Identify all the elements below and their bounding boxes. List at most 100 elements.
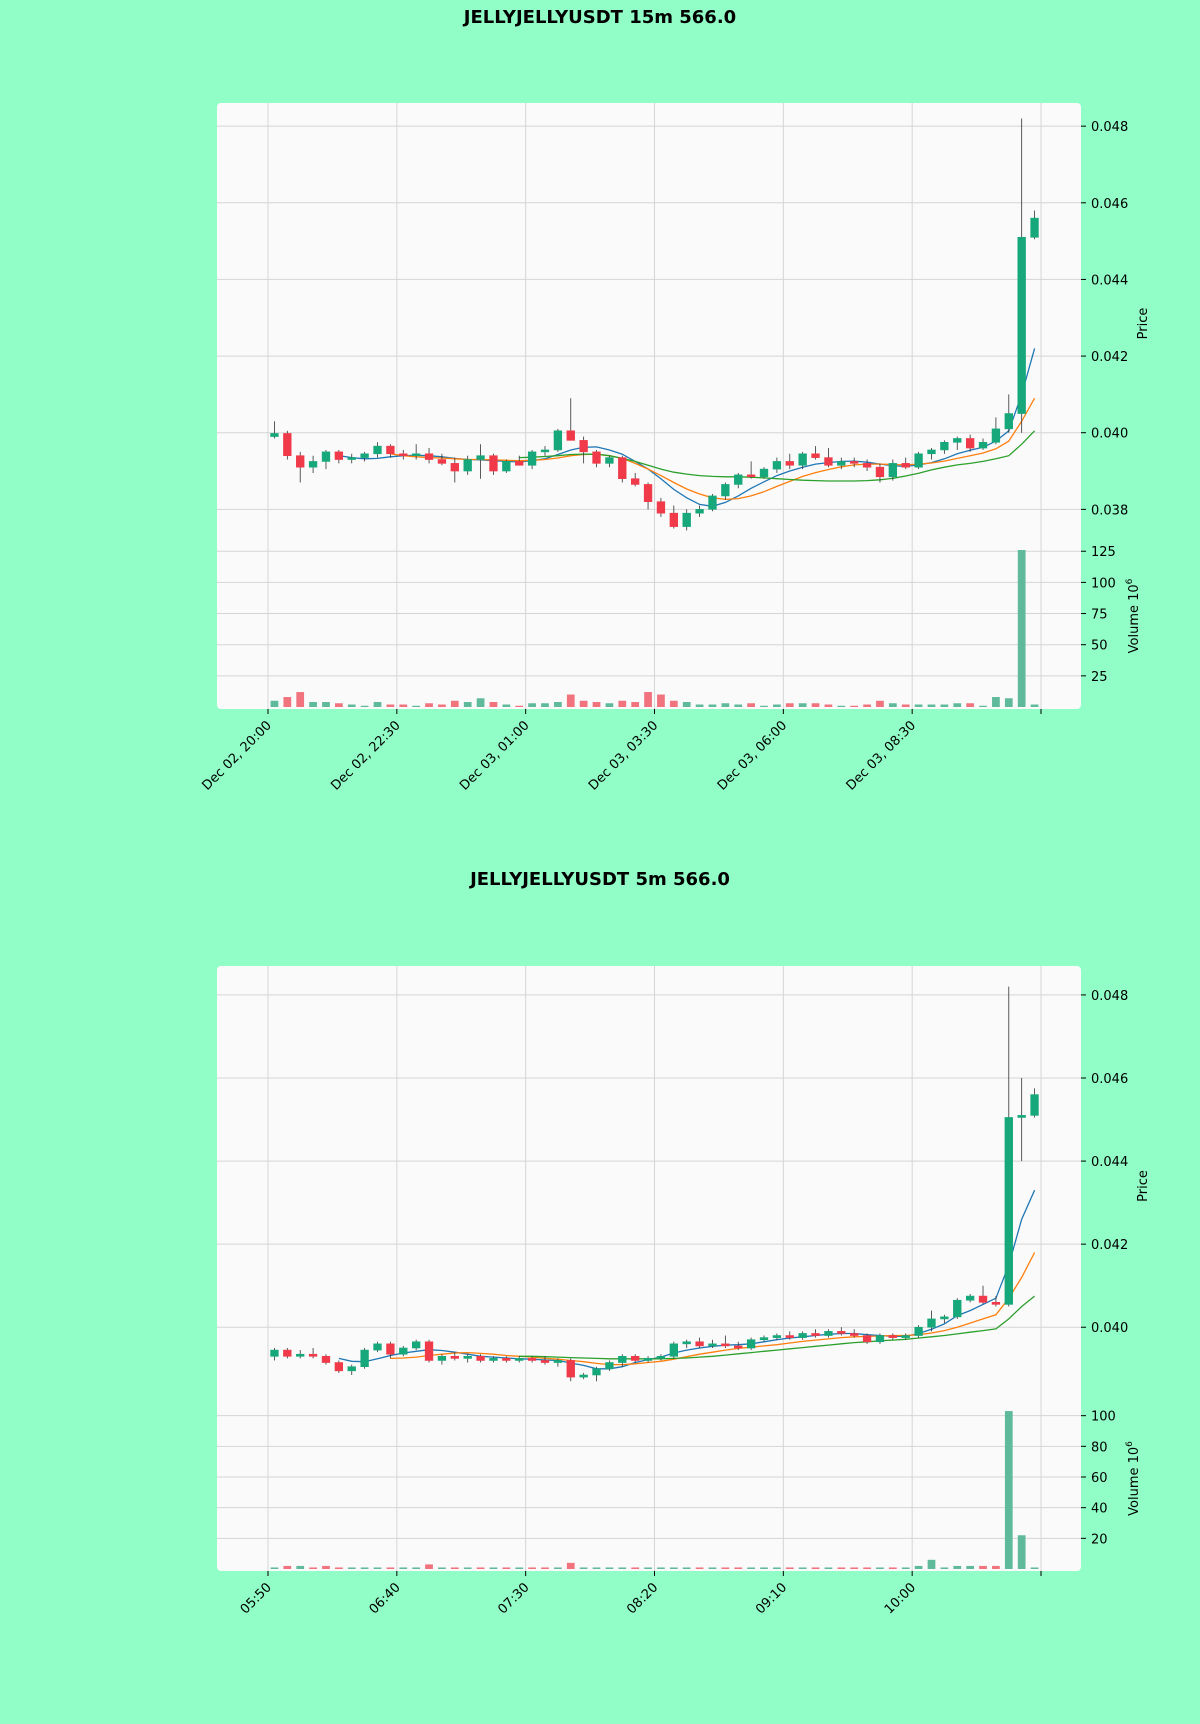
- candle-body: [772, 461, 782, 470]
- candle-body: [798, 453, 807, 466]
- candle-body: [347, 1366, 356, 1372]
- candle-body: [1004, 413, 1013, 430]
- volume-bar: [850, 1567, 859, 1569]
- x-tick-label: Dec 03, 03:30: [586, 718, 661, 793]
- candle-body: [553, 1360, 563, 1363]
- volume-bar: [554, 702, 562, 707]
- candle-body: [965, 1295, 975, 1301]
- candle-body: [1004, 1117, 1013, 1305]
- volume-bar: [644, 692, 652, 707]
- volume-bar: [463, 702, 472, 707]
- volume-bar: [554, 1567, 562, 1569]
- volume-bar: [412, 1567, 421, 1569]
- candle-body: [450, 1356, 459, 1359]
- x-tick-label: 06:40: [367, 1580, 404, 1617]
- volume-bar: [824, 1567, 833, 1569]
- volume-bar: [631, 1567, 640, 1569]
- volume-bar: [966, 703, 975, 707]
- volume-bar: [489, 1567, 498, 1569]
- chart-title: JELLYJELLYUSDT 5m 566.0: [468, 869, 730, 890]
- volume-bar: [373, 1567, 382, 1569]
- volume-bar: [1004, 1411, 1013, 1569]
- volume-bar: [669, 1567, 678, 1569]
- volume-bar: [579, 700, 588, 707]
- volume-bar: [760, 1567, 768, 1569]
- price-tick-label: 0.048: [1091, 120, 1128, 135]
- volume-bar: [502, 1567, 511, 1569]
- volume-label-text: Volume: [1127, 1463, 1142, 1515]
- candle-body: [540, 449, 550, 453]
- volume-bar: [296, 1565, 305, 1569]
- candle-body: [875, 466, 885, 478]
- volume-bar: [914, 1565, 923, 1569]
- volume-exponent: 6: [1125, 578, 1135, 584]
- volume-bar: [566, 694, 575, 707]
- candle-body: [605, 457, 614, 464]
- candle-body: [450, 463, 459, 472]
- volume-bar: [296, 692, 305, 707]
- volume-bar: [605, 1567, 614, 1569]
- candle-body: [489, 455, 498, 472]
- moving-average-line-mid: [390, 1252, 1036, 1366]
- candle-body: [734, 1345, 743, 1349]
- volume-exponent: 6: [1125, 1441, 1135, 1447]
- volume-bar: [1030, 1567, 1039, 1569]
- candle-body: [334, 1362, 344, 1372]
- volume-bar: [528, 1567, 536, 1569]
- volume-exponent-base: 10: [1127, 584, 1142, 601]
- volume-tick-label: 20: [1091, 1532, 1108, 1547]
- candle-body: [399, 453, 408, 456]
- volume-bar: [657, 694, 665, 707]
- volume-bar: [811, 1567, 820, 1569]
- candle-body: [399, 1347, 408, 1355]
- candle-body: [953, 438, 962, 443]
- volume-bar: [682, 1567, 691, 1569]
- candle-body: [360, 453, 369, 458]
- candle-body: [785, 461, 794, 466]
- candle-body: [463, 459, 472, 472]
- candle-body: [386, 1343, 395, 1355]
- candle-body: [772, 1335, 782, 1338]
- candle-body: [424, 453, 434, 460]
- x-tick-label: Dec 03, 06:00: [715, 718, 790, 793]
- candle-body: [824, 457, 833, 466]
- volume-bar: [979, 705, 987, 707]
- volume-bar: [322, 702, 330, 707]
- volume-bar: [669, 700, 678, 707]
- candle-body: [334, 451, 344, 460]
- candle-body: [1030, 1094, 1039, 1116]
- volume-bar: [979, 1565, 987, 1569]
- candle-body: [965, 438, 975, 449]
- volume-tick-label: 25: [1091, 670, 1108, 685]
- candle-body: [373, 445, 382, 455]
- volume-bar: [450, 1567, 459, 1569]
- candle-body: [708, 495, 717, 510]
- volume-bar: [721, 1567, 730, 1569]
- volume-bar: [863, 1567, 871, 1569]
- volume-bar: [760, 705, 768, 707]
- candle-body: [424, 1341, 434, 1361]
- price-tick-label: 0.046: [1091, 1072, 1128, 1087]
- candle-body: [669, 1343, 678, 1357]
- volume-bar: [592, 1567, 601, 1569]
- candle-body: [502, 461, 511, 472]
- candle-body: [927, 1318, 936, 1328]
- volume-bar: [386, 704, 395, 707]
- chart-panel-15m: JELLYJELLYUSDT 15m 566.0 0.038 0.040 0.042 0…: [199, 7, 1151, 794]
- volume-bar: [489, 702, 498, 707]
- candle-body: [734, 474, 743, 485]
- volume-bar: [708, 1567, 717, 1569]
- volume-bar: [283, 697, 292, 707]
- candle-body: [811, 453, 820, 458]
- moving-average-line-slow: [519, 430, 1036, 482]
- volume-bar: [592, 702, 601, 707]
- volume-bar: [399, 704, 408, 707]
- candle-body: [270, 433, 279, 437]
- price-tick-label: 0.044: [1091, 1155, 1128, 1170]
- volume-tick-label: 100: [1091, 1410, 1116, 1425]
- volume-bar: [992, 1565, 1000, 1569]
- volume-bar: [773, 704, 781, 707]
- chart-title: JELLYJELLYUSDT 15m 566.0: [462, 7, 736, 28]
- candle-body: [386, 445, 395, 455]
- volume-bar: [476, 1567, 485, 1569]
